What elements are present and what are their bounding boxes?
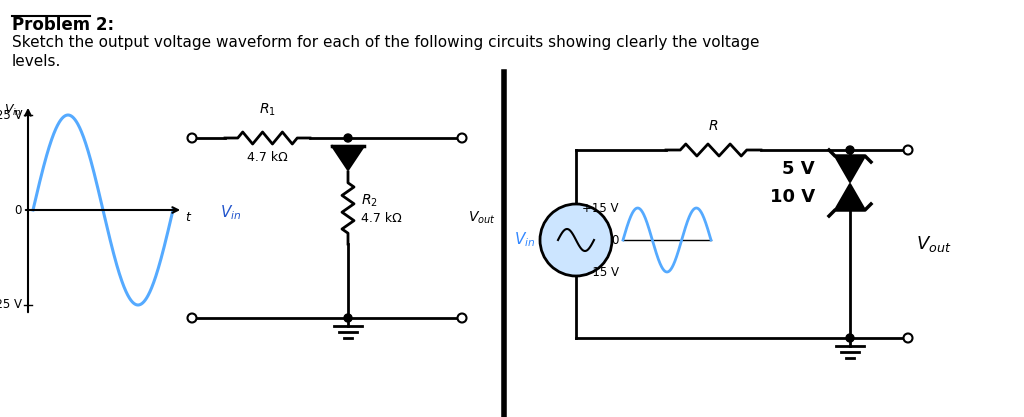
Text: $V_{in}$: $V_{in}$: [220, 203, 242, 222]
Circle shape: [458, 314, 467, 322]
Text: 10 V: 10 V: [770, 188, 815, 206]
Text: $R_2$: $R_2$: [361, 193, 378, 209]
Text: 0: 0: [14, 203, 22, 216]
Circle shape: [903, 334, 912, 342]
Text: $V_{out}$: $V_{out}$: [916, 234, 951, 254]
Text: 4.7 kΩ: 4.7 kΩ: [247, 151, 288, 164]
Text: 0: 0: [611, 234, 618, 246]
Polygon shape: [332, 146, 364, 170]
Text: +25 V: +25 V: [0, 108, 22, 121]
Text: Problem 2:: Problem 2:: [12, 16, 114, 34]
Circle shape: [187, 314, 197, 322]
Text: $V_{in}$: $V_{in}$: [4, 103, 22, 118]
Polygon shape: [835, 156, 865, 182]
Text: +15 V: +15 V: [583, 201, 618, 214]
Circle shape: [846, 334, 854, 342]
Text: $R_1$: $R_1$: [258, 102, 275, 118]
Text: $R$: $R$: [708, 119, 718, 133]
Text: -15 V: -15 V: [588, 266, 618, 279]
Circle shape: [846, 146, 854, 154]
Circle shape: [458, 133, 467, 143]
Circle shape: [344, 134, 352, 142]
Text: -25 V: -25 V: [0, 299, 22, 311]
Text: 4.7 kΩ: 4.7 kΩ: [361, 212, 401, 225]
Text: $V_{in}$: $V_{in}$: [514, 231, 535, 249]
Circle shape: [903, 146, 912, 155]
Text: 5 V: 5 V: [782, 160, 815, 178]
Text: $V_{out}$: $V_{out}$: [468, 210, 496, 226]
Circle shape: [187, 133, 197, 143]
Circle shape: [344, 314, 352, 322]
Text: $t$: $t$: [185, 211, 193, 224]
Text: Sketch the output voltage waveform for each of the following circuits showing cl: Sketch the output voltage waveform for e…: [12, 35, 760, 50]
Polygon shape: [835, 184, 865, 210]
Text: levels.: levels.: [12, 54, 61, 69]
Circle shape: [540, 204, 612, 276]
